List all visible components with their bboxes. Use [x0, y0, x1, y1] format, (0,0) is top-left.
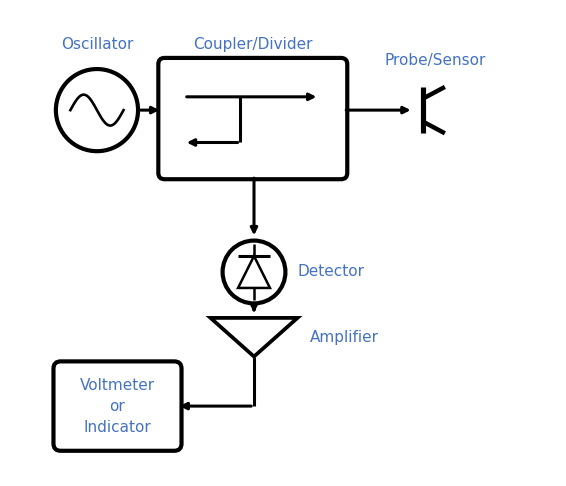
Text: Coupler/Divider: Coupler/Divider [193, 37, 312, 52]
FancyBboxPatch shape [53, 362, 182, 451]
Text: Detector: Detector [298, 264, 365, 279]
Text: Amplifier: Amplifier [310, 330, 379, 345]
FancyBboxPatch shape [158, 58, 348, 179]
Text: Voltmeter
or
Indicator: Voltmeter or Indicator [80, 378, 155, 434]
Text: Probe/Sensor: Probe/Sensor [384, 52, 486, 68]
Text: Oscillator: Oscillator [61, 37, 133, 52]
